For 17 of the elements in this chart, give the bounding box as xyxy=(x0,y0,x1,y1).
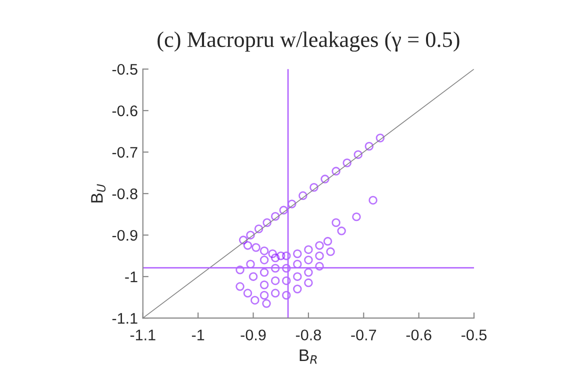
x-tick-label: -0.5 xyxy=(462,330,487,340)
y-tick-label: -0.8 xyxy=(112,188,138,200)
x-tick-label: -0.7 xyxy=(351,330,376,340)
y-tick-label: -0.9 xyxy=(112,230,138,241)
y-axis-title: B$_{U}$ xyxy=(91,184,106,202)
y-tick-label: -0.7 xyxy=(112,146,138,158)
x-tick-label: -1 xyxy=(192,330,204,340)
y-tick-label: -0.6 xyxy=(112,105,138,116)
x-tick-label: -0.6 xyxy=(406,330,432,340)
chart-title: (c) Macropru w/leakages (γ = 0.5) xyxy=(158,31,460,52)
y-tick-label: -0.5 xyxy=(112,64,138,75)
y-tick-label: -1 xyxy=(125,272,138,282)
x-axis-title: B$_{R}$ xyxy=(300,350,317,364)
x-tick-label: -0.8 xyxy=(296,330,321,340)
y-tick-label: -1.1 xyxy=(112,313,138,324)
x-tick-label: -0.9 xyxy=(240,330,266,340)
x-tick-label: -1.1 xyxy=(130,330,156,340)
